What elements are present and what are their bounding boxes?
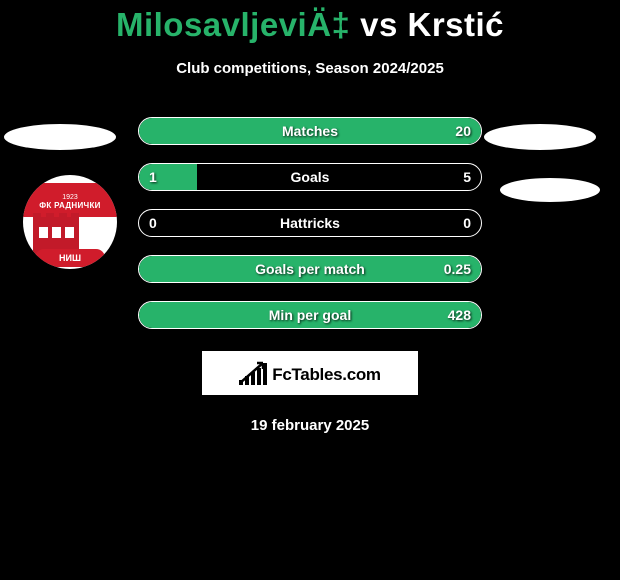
stat-row: Min per goal428 [138,301,482,329]
player2-photo-placeholder [484,124,596,150]
club-badge-top-band: 1923 ФК РАДНИЧКИ [23,183,117,217]
player1-club-badge: 1923 ФК РАДНИЧКИ НИШ [23,175,117,269]
club-name: ФК РАДНИЧКИ [39,202,100,210]
stat-fill [139,302,481,328]
club-city: НИШ [35,249,105,267]
fctables-bars-icon [239,361,267,385]
stat-row: Goals per match0.25 [138,255,482,283]
stat-right-value: 5 [463,164,471,190]
club-year: 1923 [62,194,78,201]
stat-fill [139,164,197,190]
stat-row: 0Hattricks0 [138,209,482,237]
page-title: MilosavljeviÄ‡ vs Krstić [0,6,620,44]
player1-name: MilosavljeviÄ‡ [116,6,350,43]
stat-left-value: 0 [149,210,157,236]
title-vs: vs [360,6,398,43]
stat-fill [139,118,481,144]
player2-club-placeholder [500,178,600,202]
stat-fill [139,256,481,282]
fctables-logo[interactable]: FcTables.com [202,351,418,395]
player1-photo-placeholder [4,124,116,150]
infographic-container: MilosavljeviÄ‡ vs Krstić Club competitio… [0,0,620,580]
fctables-text: FcTables.com [272,365,381,385]
subtitle: Club competitions, Season 2024/2025 [0,60,620,77]
stat-label: Hattricks [139,210,481,236]
date: 19 february 2025 [0,417,620,434]
stat-row: 1Goals5 [138,163,482,191]
stats-table: Matches20 1Goals5 0Hattricks0 Goals per mat… [138,117,482,329]
stat-right-value: 0 [463,210,471,236]
stat-row: Matches20 [138,117,482,145]
player2-name: Krstić [407,6,504,43]
